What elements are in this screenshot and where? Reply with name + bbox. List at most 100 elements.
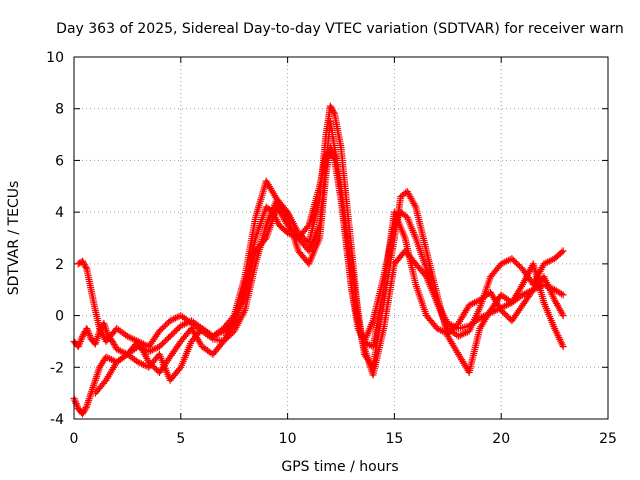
y-tick-label: 8: [55, 102, 64, 118]
data-point: [146, 360, 154, 368]
data-point: [85, 395, 93, 403]
data-point: [329, 107, 337, 115]
data-point: [162, 321, 170, 329]
data-point: [73, 401, 81, 409]
data-point: [158, 324, 166, 332]
data-point: [86, 393, 94, 401]
data-point: [558, 248, 566, 256]
data-point: [508, 255, 516, 263]
y-tick-label: 6: [55, 153, 64, 169]
y-tick-label: -2: [50, 360, 64, 376]
data-point: [497, 306, 505, 314]
data-point: [302, 236, 310, 244]
data-point: [450, 324, 458, 332]
data-point: [79, 259, 87, 267]
data-point: [74, 343, 82, 351]
data-point: [94, 369, 102, 377]
data-point: [444, 330, 452, 338]
x-axis-label: GPS time / hours: [281, 459, 398, 475]
data-point: [558, 310, 566, 318]
y-tick-label: 0: [55, 309, 64, 325]
data-point: [160, 323, 168, 331]
data-points: [70, 102, 567, 418]
data-point: [80, 407, 88, 415]
data-point: [145, 358, 153, 366]
data-point: [162, 337, 170, 345]
data-point: [108, 337, 116, 345]
data-point: [81, 405, 89, 413]
data-point: [500, 309, 508, 317]
data-point: [148, 361, 156, 369]
data-point: [514, 261, 522, 269]
data-point: [79, 408, 87, 416]
data-point: [163, 320, 171, 328]
data-point: [557, 290, 565, 298]
data-point: [80, 260, 88, 268]
data-point: [171, 328, 179, 336]
data-point: [71, 398, 79, 406]
y-tick-label: 4: [55, 205, 64, 221]
plot-frame: [73, 56, 609, 420]
data-point: [166, 332, 174, 340]
data-point: [86, 331, 94, 339]
data-point: [165, 334, 173, 342]
data-point: [93, 371, 101, 379]
data-point: [448, 325, 456, 333]
data-point: [511, 258, 519, 266]
data-point: [78, 334, 86, 342]
data-point: [82, 263, 90, 271]
y-tick-label: 2: [55, 257, 64, 273]
data-point: [83, 325, 91, 332]
data-point: [71, 396, 79, 404]
data-point: [157, 326, 165, 334]
data-point: [93, 373, 101, 381]
chart-title: Day 363 of 2025, Sidereal Day-to-day VTE…: [56, 21, 624, 37]
data-point: [330, 108, 338, 116]
data-point: [327, 104, 335, 112]
data-point: [79, 332, 87, 340]
data-point: [151, 364, 159, 372]
data-point: [516, 262, 524, 270]
data-point: [499, 308, 507, 316]
data-point: [451, 322, 459, 330]
data-point: [90, 380, 98, 388]
data-point: [76, 337, 84, 345]
data-point: [163, 335, 171, 343]
data-point: [157, 341, 165, 349]
data-point: [155, 327, 163, 335]
data-point: [92, 374, 100, 382]
data-point: [79, 331, 87, 339]
data-point: [445, 328, 453, 336]
data-point: [172, 326, 180, 334]
x-tick-label: 20: [492, 431, 510, 447]
data-point: [174, 325, 182, 333]
data-point: [79, 257, 87, 265]
y-axis-label: SDTVAR / TECUs: [6, 181, 22, 296]
y-tick-label: -4: [50, 412, 64, 428]
data-point: [158, 340, 166, 348]
x-tick-label: 5: [176, 431, 185, 447]
data-point: [326, 102, 334, 110]
data-point: [111, 342, 119, 350]
data-point: [91, 378, 99, 386]
data-point: [77, 336, 85, 344]
x-tick-label: 25: [599, 431, 617, 447]
data-point: [168, 331, 176, 339]
data-point: [75, 341, 83, 349]
y-tick-label: 10: [46, 50, 64, 66]
data-point: [160, 338, 168, 346]
data-point: [82, 404, 90, 412]
data-point: [328, 105, 336, 113]
x-tick-label: 10: [279, 431, 297, 447]
data-point: [76, 339, 84, 347]
data-point: [86, 391, 94, 399]
data-point: [421, 271, 429, 279]
data-point: [502, 311, 510, 319]
data-point: [81, 262, 89, 270]
data-point: [559, 247, 567, 255]
data-point: [559, 343, 567, 351]
data-point: [85, 330, 93, 338]
data-point: [503, 312, 511, 320]
data-point: [512, 259, 520, 267]
